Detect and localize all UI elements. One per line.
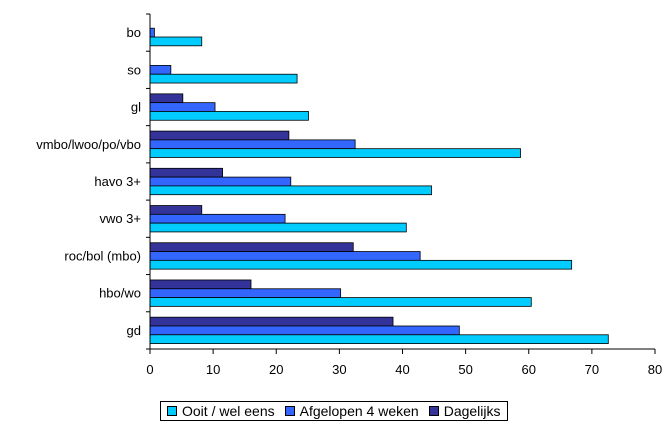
- x-tick-label: 50: [458, 362, 472, 377]
- bar-3-series-3: [149, 111, 309, 121]
- legend-item-dagelijks: Dagelijks: [428, 403, 501, 419]
- category-label: roc/bol (mbo): [64, 248, 141, 263]
- bar-chart: bo so gl vmbo/lwoo/po/vbo havo 3+ vwo 3+ roc/b…: [36, 13, 662, 377]
- category-label: hbo/wo: [99, 286, 141, 301]
- bar-8-series-1: [149, 279, 252, 290]
- category-label: gd: [127, 323, 141, 338]
- bar-5-series-2: [149, 176, 292, 187]
- legend-label-dagelijks: Dagelijks: [443, 403, 501, 419]
- category-label: so: [127, 62, 141, 77]
- x-tick-label: 10: [206, 362, 220, 377]
- legend-swatch-dagelijks: [428, 406, 439, 416]
- category-label: gl: [131, 100, 141, 115]
- bar-3-series-2: [149, 102, 216, 112]
- bar-1-series-2: [149, 27, 155, 38]
- bar-5-series-3: [149, 185, 432, 196]
- x-tick-label: 30: [332, 362, 346, 377]
- bar-2-series-2: [149, 65, 172, 75]
- bar-4-series-2: [149, 139, 356, 150]
- bar-1-series-3: [149, 36, 203, 47]
- category-label: havo 3+: [94, 174, 141, 189]
- bar-2-series-3: [149, 73, 298, 84]
- x-tick-label: 0: [146, 362, 153, 377]
- legend-swatch-afgelopen: [284, 406, 295, 416]
- legend-label-ooit: Ooit / wel eens: [182, 403, 275, 419]
- legend-item-afgelopen: Afgelopen 4 weken: [284, 403, 419, 419]
- bar-6-series-3: [149, 222, 407, 233]
- x-tick-label: 20: [269, 362, 283, 377]
- legend-swatch-ooit: [167, 406, 177, 416]
- bar-3-series-1: [149, 93, 184, 104]
- legend: Ooit / wel eens Afgelopen 4 weken Dageli…: [160, 401, 508, 421]
- legend-item-ooit: Ooit / wel eens: [167, 403, 275, 419]
- x-tick-label: 80: [648, 362, 662, 377]
- bar-7-series-3: [149, 259, 573, 270]
- bar-9-series-3: [149, 334, 609, 344]
- bar-6-series-1: [149, 205, 203, 215]
- axes-layer: bo so gl vmbo/lwoo/po/vbo havo 3+ vwo 3+ roc/b…: [36, 13, 662, 377]
- bar-8-series-3: [149, 297, 532, 307]
- bar-8-series-2: [149, 288, 342, 298]
- bar-6-series-2: [149, 213, 286, 224]
- bar-7-series-2: [149, 251, 421, 261]
- category-label: vwo 3+: [99, 211, 141, 226]
- x-tick-label: 70: [585, 362, 599, 377]
- category-label: vmbo/lwoo/po/vbo: [36, 137, 141, 152]
- category-label: bo: [127, 25, 141, 40]
- bar-5-series-1: [149, 167, 223, 178]
- bar-9-series-1: [149, 316, 394, 327]
- bar-9-series-2: [149, 325, 460, 336]
- x-tick-label: 60: [522, 362, 536, 377]
- bar-4-series-1: [149, 130, 290, 141]
- legend-label-afgelopen: Afgelopen 4 weken: [299, 403, 419, 419]
- x-tick-label: 40: [395, 362, 409, 377]
- bars-layer: [149, 27, 609, 344]
- bar-4-series-3: [149, 148, 521, 158]
- bar-7-series-1: [149, 242, 354, 252]
